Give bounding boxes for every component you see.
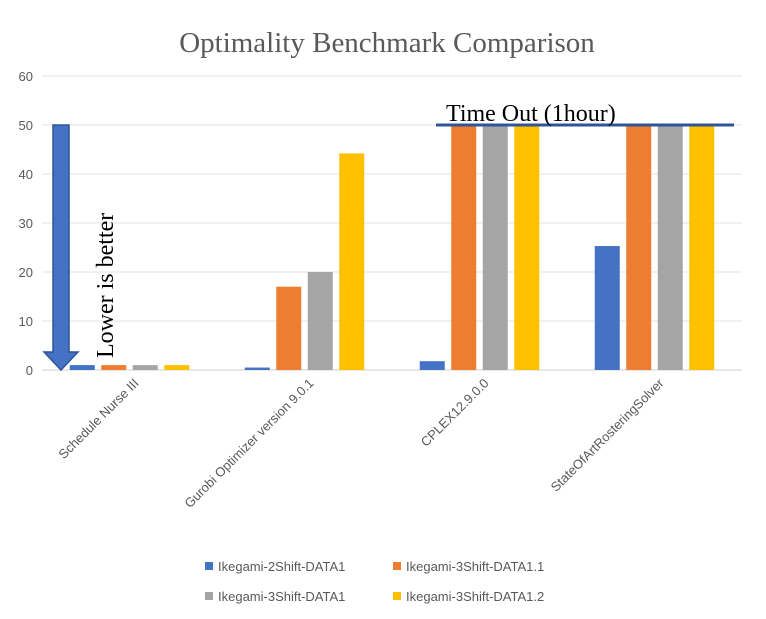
bar (244, 367, 270, 370)
bar (276, 286, 302, 370)
arrow-down-icon (42, 124, 80, 372)
arrow-label: Lower is better (93, 213, 119, 358)
x-axis-categories: Schedule Nurse III Gurobi Optimizer versi… (55, 375, 667, 511)
x-category-label: StateOfArtRosteringSolver (548, 375, 667, 494)
y-tick-label: 30 (19, 216, 33, 231)
bar (482, 125, 508, 370)
bar (69, 365, 95, 370)
gridlines (42, 75, 742, 371)
y-tick-label: 20 (19, 265, 33, 280)
bar (451, 125, 477, 370)
chart-title: Optimality Benchmark Comparison (179, 27, 595, 59)
y-tick-label: 50 (19, 118, 33, 133)
bar (339, 153, 365, 370)
bar (101, 365, 127, 370)
timeout-label: Time Out (1hour) (446, 101, 616, 127)
bar (657, 125, 683, 370)
bars (69, 125, 715, 370)
legend-swatch (205, 592, 213, 600)
legend: Ikegami-2Shift-DATA1 Ikegami-3Shift-DATA1… (205, 559, 544, 604)
x-category-label: CPLEX12.9.0.0 (418, 376, 492, 450)
bar (689, 125, 715, 370)
legend-label: Ikegami-2Shift-DATA1 (218, 559, 345, 574)
bar (307, 272, 333, 370)
y-tick-label: 0 (26, 363, 33, 378)
bar (164, 365, 190, 370)
legend-swatch (205, 562, 213, 570)
x-category-label: Schedule Nurse III (55, 376, 141, 462)
legend-swatch (393, 592, 401, 600)
y-axis-ticks: 0 10 20 30 40 50 60 (19, 69, 33, 378)
bar (514, 125, 540, 370)
y-tick-label: 40 (19, 167, 33, 182)
bar (626, 125, 652, 370)
y-tick-label: 60 (19, 69, 33, 84)
y-tick-label: 10 (19, 314, 33, 329)
annotations: Time Out (1hour) Lower is better (42, 101, 734, 372)
legend-label: Ikegami-3Shift-DATA1.2 (406, 589, 544, 604)
legend-label: Ikegami-3Shift-DATA1 (218, 589, 345, 604)
bar (132, 365, 158, 370)
x-category-label: Gurobi Optimizer version 9.0.1 (181, 376, 316, 511)
legend-label: Ikegami-3Shift-DATA1.1 (406, 559, 544, 574)
legend-swatch (393, 562, 401, 570)
bar (419, 361, 445, 370)
bar (594, 246, 620, 370)
